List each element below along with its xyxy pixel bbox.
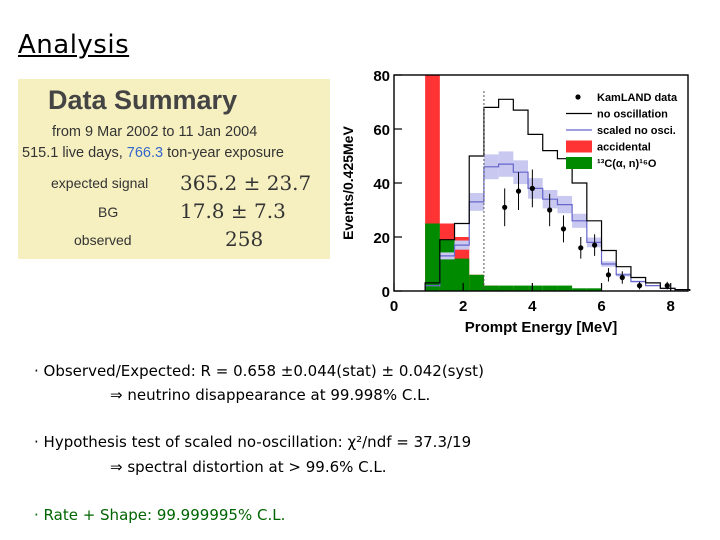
alpha-n-bar xyxy=(469,274,484,291)
data-point xyxy=(592,242,598,248)
data-point xyxy=(605,272,612,278)
data-point xyxy=(619,274,625,281)
exposure-text: 515.1 live days, xyxy=(22,145,127,161)
bullet-hypothesis-conclusion: ⇒ spectral distortion at > 99.6% C.L. xyxy=(110,458,387,476)
y-axis-label: Events/0.425MeV xyxy=(340,126,356,240)
y-tick-label: 0 xyxy=(382,284,390,301)
alpha-n-bar xyxy=(542,285,558,291)
legend-alpha-n: ¹³C(α, n)¹⁶O xyxy=(597,158,657,170)
y-tick-label: 40 xyxy=(373,176,390,193)
alpha-n-bar xyxy=(586,288,602,291)
bullet-ratio-conclusion: ⇒ neutrino disappearance at 99.998% C.L. xyxy=(110,386,431,404)
legend-scaled: scaled no osci. xyxy=(597,125,676,137)
no-oscillation-line xyxy=(424,98,691,291)
data-point xyxy=(515,188,522,194)
legend-marker xyxy=(566,157,592,169)
alpha-n-bar xyxy=(528,285,543,291)
y-tick-label: 20 xyxy=(373,230,390,247)
x-tick-label: 8 xyxy=(667,298,675,315)
exposure-text-end: ton-year exposure xyxy=(163,145,284,161)
x-tick-label: 6 xyxy=(597,298,605,315)
x-tick-label: 4 xyxy=(528,298,537,315)
data-point xyxy=(529,185,535,191)
scaled-no-osc-line xyxy=(424,163,691,291)
data-point xyxy=(502,204,508,210)
legend-marker xyxy=(566,140,592,153)
bullet-rate-shape: · Rate + Shape: 99.999995% C.L. xyxy=(34,506,286,524)
legend-kamland-data: KamLAND data xyxy=(597,92,678,104)
exposure-highlight: 766.3 xyxy=(126,145,164,161)
expected-signal-label: expected signal xyxy=(51,175,149,191)
x-tick-label: 2 xyxy=(459,298,467,315)
data-point xyxy=(547,207,553,213)
legend-accidental: accidental xyxy=(597,142,651,154)
energy-spectrum-chart: 0 20 40 60 80 0 2 4 6 8 Prompt Energy [MeV] Events/… xyxy=(340,68,691,336)
y-tick-label: 60 xyxy=(373,122,390,139)
summary-heading: Data Summary xyxy=(48,85,238,115)
slide-title: Analysis xyxy=(18,30,130,60)
legend-no-oscillation: no oscillation xyxy=(597,109,668,121)
x-axis-label: Prompt Energy [MeV] xyxy=(465,319,618,336)
legend-marker xyxy=(575,94,581,100)
observed-value: 258 xyxy=(225,227,264,251)
x-tick-label: 0 xyxy=(390,298,398,315)
alpha-n-bar xyxy=(439,239,455,291)
bg-value: 17.8 ± 7.3 xyxy=(180,199,286,223)
bullet-ratio: · Observed/Expected: R = 0.658 ±0.044(st… xyxy=(34,362,484,380)
data-point xyxy=(636,283,643,289)
y-tick-label: 80 xyxy=(373,68,390,85)
alpha-n-bar xyxy=(425,223,440,291)
observed-label: observed xyxy=(74,232,132,248)
alpha-n-bar xyxy=(572,288,587,291)
bullet-hypothesis: · Hypothesis test of scaled no-oscillati… xyxy=(34,433,472,451)
alpha-n-bar xyxy=(454,258,470,291)
alpha-n-bar xyxy=(513,285,529,291)
bg-label: BG xyxy=(98,204,119,220)
data-point xyxy=(560,226,567,232)
data-point xyxy=(578,245,584,251)
data-point xyxy=(664,283,670,289)
alpha-n-bar xyxy=(557,285,573,291)
alpha-n-bar xyxy=(498,285,514,291)
data-summary-box: Data Summary from 9 Mar 2002 to 11 Jan 2… xyxy=(18,79,330,259)
summary-exposure: 515.1 live days, 766.3 ton-year exposure xyxy=(22,145,284,161)
alpha-n-bar xyxy=(483,285,499,291)
summary-period: from 9 Mar 2002 to 11 Jan 2004 xyxy=(52,124,258,140)
expected-signal-value: 365.2 ± 23.7 xyxy=(180,171,312,195)
